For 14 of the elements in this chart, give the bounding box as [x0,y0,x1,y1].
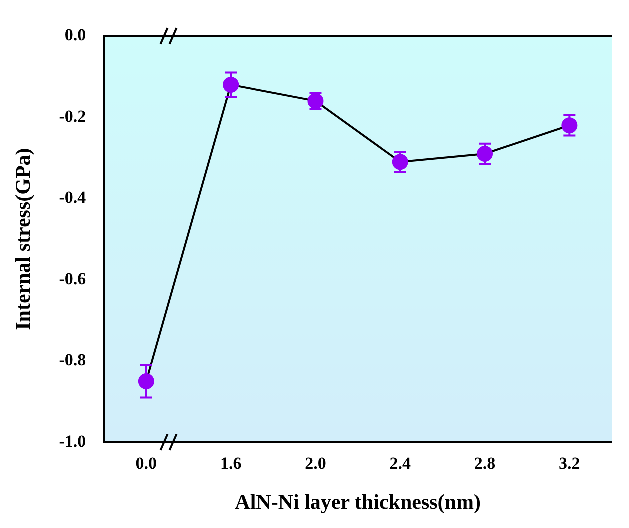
y-tick-label: -0.6 [59,269,86,288]
y-tick-label: -0.8 [59,350,86,370]
y-tick-label: 0.0 [64,26,86,45]
x-tick-label: 2.0 [305,454,326,473]
y-tick-label: -1.0 [59,432,86,451]
x-tick-label: 0.0 [136,454,158,473]
x-tick-label: 2.8 [474,454,496,473]
x-tick-label: 2.4 [390,454,412,473]
x-tick-label: 3.2 [559,454,580,473]
x-axis-title: AlN-Ni layer thickness(nm) [235,490,481,514]
y-tick-label: -0.4 [59,188,87,208]
x-tick-label: 1.6 [220,454,242,473]
y-axis-title: Internal stress(GPa) [11,148,36,330]
y-tick-label: -0.2 [59,106,86,126]
